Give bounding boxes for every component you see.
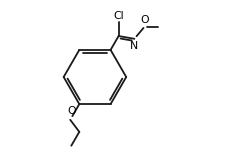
Text: O: O	[140, 15, 149, 25]
Text: O: O	[67, 106, 76, 116]
Text: Cl: Cl	[113, 11, 124, 21]
Text: N: N	[130, 41, 139, 51]
